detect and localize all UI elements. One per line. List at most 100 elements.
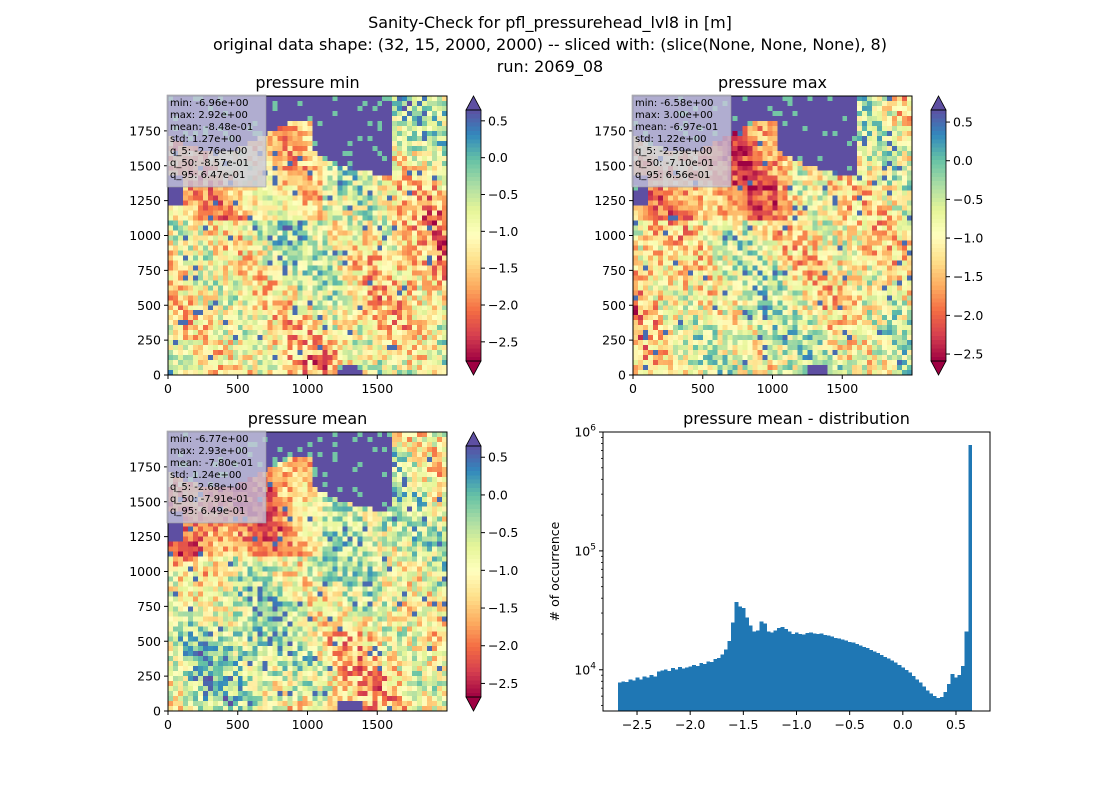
heatmap-cell <box>792 240 798 246</box>
heatmap-cell <box>262 355 268 361</box>
heatmap-cell <box>242 355 249 361</box>
heatmap-cell <box>177 360 184 366</box>
heatmap-cell <box>312 250 318 256</box>
heatmap-cell <box>772 115 778 122</box>
heatmap-cell <box>432 105 438 112</box>
heatmap-cell <box>317 215 323 221</box>
heatmap-cell <box>732 140 738 147</box>
heatmap-cell <box>292 165 298 172</box>
heatmap-cell <box>812 175 818 181</box>
heatmap-cell <box>792 170 798 177</box>
heatmap-cell <box>282 150 288 157</box>
heatmap-cell <box>387 215 393 221</box>
heatmap-cell <box>387 160 393 167</box>
heatmap-cell <box>302 125 308 132</box>
heatmap-cell <box>257 315 263 321</box>
heatmap-cell <box>427 285 433 291</box>
heatmap-cell <box>422 255 428 261</box>
heatmap-cell <box>177 235 184 241</box>
heatmap-cell <box>332 120 338 127</box>
heatmap-cell <box>417 130 423 137</box>
heatmap-cell <box>267 130 273 137</box>
heatmap-cell <box>872 240 878 246</box>
heatmap-cell <box>202 205 209 211</box>
heatmap-cell <box>437 270 443 276</box>
heatmap-cell <box>292 335 298 341</box>
heatmap-cell <box>347 290 353 296</box>
heatmap-cell <box>287 230 293 236</box>
heatmap-cell <box>207 240 214 246</box>
heatmap-cell <box>807 235 813 241</box>
heatmap-cell <box>197 225 204 231</box>
heatmap-cell <box>282 350 288 356</box>
heatmap-cell <box>832 215 838 221</box>
heatmap-cell <box>417 255 423 261</box>
heatmap-cell <box>177 315 184 321</box>
heatmap-cell <box>387 135 393 142</box>
heatmap-cell <box>352 120 358 127</box>
heatmap-cell <box>437 335 443 341</box>
heatmap-cell <box>272 255 278 261</box>
heatmap-cell <box>772 160 778 167</box>
heatmap-cell <box>817 195 823 201</box>
heatmap-cell <box>257 320 263 326</box>
heatmap-cell <box>377 235 383 241</box>
heatmap-cell <box>377 270 383 276</box>
heatmap-cell <box>397 120 403 127</box>
heatmap-cell <box>272 195 278 201</box>
heatmap-cell <box>347 96 353 102</box>
heatmap-cell <box>207 310 214 316</box>
heatmap-cell <box>168 290 174 296</box>
heatmap-cell <box>367 105 373 112</box>
heatmap-cell <box>812 215 818 221</box>
heatmap-cell <box>242 260 249 266</box>
heatmap-cell <box>427 250 433 256</box>
heatmap-cell <box>417 295 423 301</box>
heatmap-cell <box>307 155 313 162</box>
heatmap-cell <box>402 255 408 261</box>
heatmap-cell <box>347 295 353 301</box>
heatmap-cell <box>387 290 393 296</box>
heatmap-cell <box>282 255 288 261</box>
heatmap-cell <box>892 115 898 122</box>
heatmap-cell <box>267 135 273 142</box>
heatmap-cell <box>257 195 263 201</box>
heatmap-cell <box>387 96 393 102</box>
heatmap-cell <box>412 280 418 286</box>
heatmap-cell <box>207 185 214 191</box>
heatmap-cell <box>332 370 338 376</box>
heatmap-cell <box>267 325 273 331</box>
heatmap-cell <box>442 115 448 122</box>
heatmap-cell <box>222 365 229 371</box>
heatmap-cell <box>277 210 283 216</box>
heatmap-cell <box>377 300 383 306</box>
heatmap-cell <box>257 265 263 271</box>
heatmap-cell <box>377 230 383 236</box>
heatmap-cell <box>317 330 323 336</box>
heatmap-cell <box>757 165 763 172</box>
heatmap-cell <box>417 285 423 291</box>
heatmap-cell <box>317 305 323 311</box>
heatmap-cell <box>302 100 308 107</box>
heatmap-cell <box>197 255 204 261</box>
heatmap-cell <box>822 110 828 117</box>
heatmap-cell <box>277 340 283 346</box>
heatmap-cell <box>797 195 803 201</box>
heatmap-cell <box>877 130 883 137</box>
heatmap-cell <box>272 305 278 311</box>
heatmap-cell <box>782 150 788 157</box>
heatmap-cell <box>857 150 863 157</box>
heatmap-cell <box>232 190 239 196</box>
heatmap-cell <box>262 240 268 246</box>
heatmap-cell <box>327 205 333 211</box>
heatmap-cell <box>837 195 843 201</box>
heatmap-cell <box>212 360 219 366</box>
heatmap-cell <box>342 245 348 251</box>
heatmap-cell <box>327 290 333 296</box>
heatmap-cell <box>737 100 743 107</box>
heatmap-cell <box>442 135 448 142</box>
heatmap-cell <box>322 285 328 291</box>
heatmap-cell <box>197 215 204 221</box>
heatmap-cell <box>412 190 418 196</box>
heatmap-cell <box>287 360 293 366</box>
